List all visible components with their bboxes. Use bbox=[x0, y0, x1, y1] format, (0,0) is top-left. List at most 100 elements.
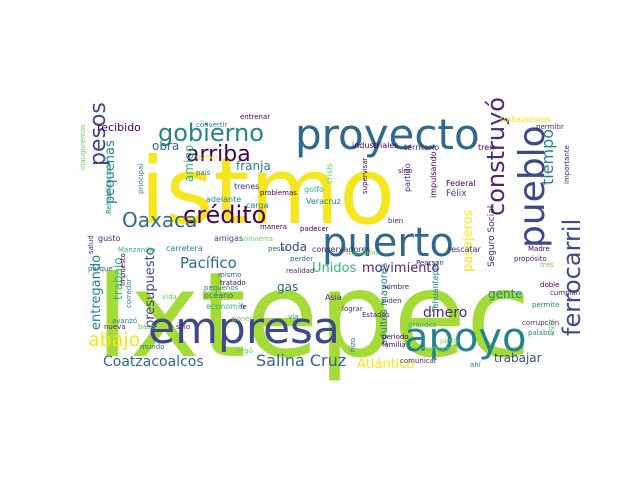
cloud-word: grandes bbox=[408, 321, 437, 330]
cloud-word: golfo bbox=[304, 184, 324, 194]
cloud-word: carga bbox=[246, 200, 269, 210]
cloud-word: recibido bbox=[97, 121, 141, 135]
cloud-word: Coatzacoalcos bbox=[103, 353, 204, 370]
cloud-word: cumplan bbox=[550, 289, 581, 298]
cloud-word: nombre bbox=[382, 283, 410, 292]
cloud-word: manera bbox=[260, 223, 288, 232]
cloud-word: crisis bbox=[325, 163, 334, 184]
cloud-word: vía bbox=[288, 313, 299, 322]
cloud-word: pesar bbox=[268, 245, 288, 254]
cloud-word: Félix bbox=[446, 188, 467, 199]
cloud-word: pasajeros bbox=[461, 209, 476, 272]
cloud-word: obra bbox=[152, 139, 180, 154]
cloud-word: lograr bbox=[342, 305, 363, 314]
cloud-word: supervisar bbox=[361, 157, 369, 195]
cloud-word: corredor bbox=[125, 278, 133, 309]
cloud-word: perder bbox=[290, 255, 314, 264]
cloud-word: bien bbox=[388, 217, 404, 226]
cloud-word: piden bbox=[382, 297, 402, 306]
cloud-word: Salina Cruz bbox=[256, 351, 347, 371]
cloud-word: hizo bbox=[349, 338, 357, 353]
cloud-word: gobierno bbox=[158, 118, 264, 147]
cloud-word: avanzó bbox=[112, 317, 138, 326]
cloud-word: doble bbox=[540, 281, 560, 290]
cloud-word: abajo bbox=[88, 328, 141, 351]
cloud-word: apoyo bbox=[404, 315, 527, 361]
cloud-word: presupuesto bbox=[143, 246, 158, 328]
cloud-word: base bbox=[138, 323, 155, 332]
cloud-word: palabra bbox=[528, 329, 555, 338]
cloud-word: convierta bbox=[240, 235, 273, 244]
cloud-word: fe bbox=[240, 303, 247, 312]
cloud-word: permitir bbox=[536, 123, 564, 132]
cloud-word: principal bbox=[137, 164, 145, 195]
cloud-word: proyecto bbox=[295, 110, 480, 160]
cloud-word: inauguremos bbox=[79, 124, 87, 171]
cloud-word: arriba bbox=[186, 142, 251, 168]
cloud-word: poner bbox=[232, 315, 253, 324]
cloud-word: gusto bbox=[98, 233, 121, 243]
cloud-word: movimiento bbox=[362, 260, 440, 276]
cloud-word: océano bbox=[204, 290, 234, 300]
cloud-word: país bbox=[196, 169, 211, 178]
cloud-word: familia bbox=[382, 341, 406, 350]
cloud-word: Madre bbox=[528, 245, 550, 254]
cloud-word: Rehabilitación bbox=[105, 164, 113, 215]
cloud-word: Seguro Social bbox=[487, 205, 497, 267]
cloud-word: Federal bbox=[446, 178, 476, 188]
cloud-word: impulsando bbox=[429, 151, 438, 198]
cloud-word: trenes bbox=[234, 181, 260, 191]
cloud-word: conservadores bbox=[312, 244, 371, 254]
cloud-word: sólo bbox=[176, 323, 191, 332]
cloud-word: tren bbox=[478, 142, 495, 152]
cloud-word: problemas bbox=[260, 189, 297, 198]
cloud-word: tres bbox=[540, 261, 554, 270]
cloud-word: industriales bbox=[352, 140, 399, 150]
cloud-word: dinero bbox=[423, 304, 468, 321]
cloud-word: importante bbox=[563, 145, 571, 185]
cloud-word: llegó bbox=[236, 347, 253, 356]
cloud-word: mismo bbox=[218, 271, 242, 280]
cloud-word: vida bbox=[162, 293, 177, 302]
cloud-word: amigas bbox=[214, 233, 244, 243]
cloud-word: periodo bbox=[382, 333, 409, 342]
cloud-word: siempre bbox=[422, 345, 451, 354]
cloud-word: economía bbox=[206, 301, 246, 311]
cloud-word: ahí bbox=[470, 361, 481, 370]
cloud-word: rescatar bbox=[448, 244, 481, 254]
cloud-word: Tehuantepec bbox=[431, 260, 440, 312]
cloud-word: Estados bbox=[362, 311, 390, 320]
cloud-word: territorio bbox=[404, 142, 440, 152]
cloud-word: salud bbox=[87, 235, 95, 255]
cloud-word: Unidos bbox=[312, 260, 357, 276]
cloud-word: Atlántico bbox=[357, 356, 415, 372]
cloud-word: permite bbox=[532, 301, 560, 310]
cloud-word: Oaxaca bbox=[122, 208, 198, 232]
cloud-word: padecer bbox=[300, 225, 329, 234]
cloud-word: trabajadores bbox=[500, 114, 551, 124]
cloud-word: ferrocarril bbox=[558, 218, 586, 336]
cloud-word: adelante bbox=[206, 194, 242, 204]
cloud-word: tratado bbox=[220, 279, 246, 288]
cloud-word: comunicar bbox=[400, 357, 437, 366]
cloud-word: gas bbox=[277, 280, 299, 295]
cloud-word: parque bbox=[88, 265, 113, 274]
cloud-word: trabajar bbox=[494, 351, 542, 366]
cloud-word: marítimo bbox=[346, 249, 378, 258]
cloud-word: Manzanillo bbox=[118, 246, 156, 255]
cloud-word: Asia bbox=[325, 292, 342, 302]
cloud-word: nueva bbox=[104, 323, 126, 332]
cloud-word: gente bbox=[488, 287, 523, 302]
cloud-word: amigo bbox=[182, 145, 196, 183]
cloud-word: mundo bbox=[140, 343, 165, 352]
cloud-word: pequeños bbox=[204, 284, 239, 293]
cloud-word: convertir bbox=[196, 121, 228, 130]
cloud-word: franja bbox=[236, 159, 271, 174]
cloud-word: crédito bbox=[183, 200, 267, 229]
cloud-word: entrenar bbox=[240, 113, 271, 122]
cloud-word: tiempo bbox=[538, 129, 557, 186]
cloud-word: puerto bbox=[322, 220, 454, 266]
cloud-word: realidad bbox=[286, 267, 315, 276]
cloud-word: carretera bbox=[166, 243, 203, 253]
cloud-word: toda bbox=[280, 240, 308, 255]
